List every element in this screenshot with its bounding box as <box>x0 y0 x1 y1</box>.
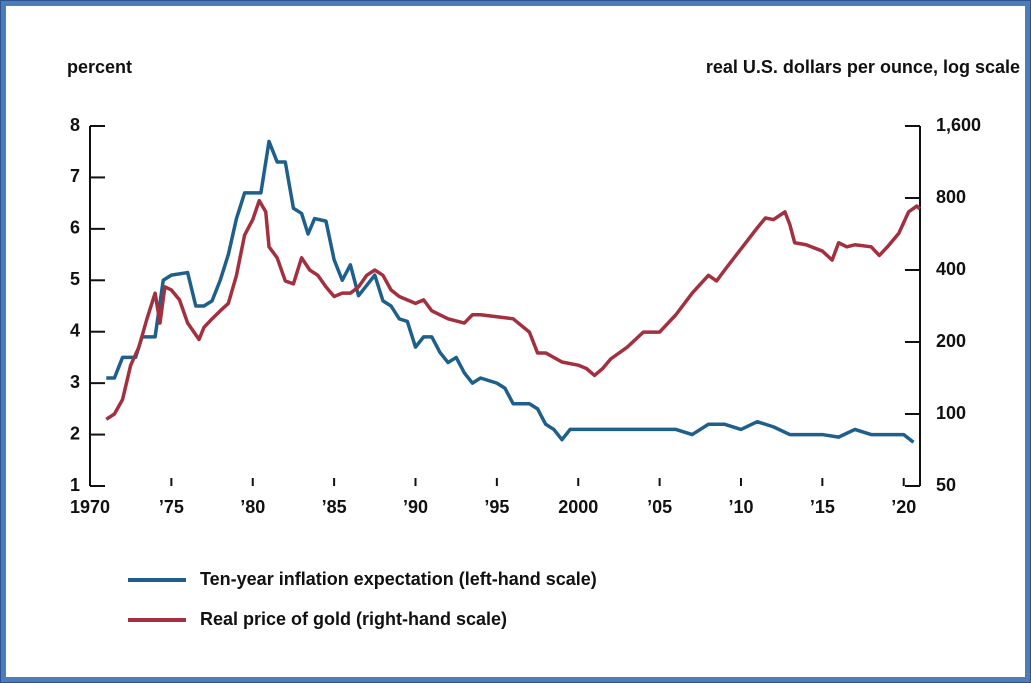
y-tick-label: 5 <box>70 269 80 289</box>
data-line <box>106 139 915 444</box>
y2-tick-label: 1,600 <box>936 115 981 135</box>
y-tick-label: 1 <box>70 475 80 495</box>
x-tick-label: ’05 <box>647 497 672 517</box>
x-tick-label: ’95 <box>484 497 509 517</box>
data-line <box>105 198 922 421</box>
x-tick-label: 2000 <box>558 497 598 517</box>
y2-tick-label: 800 <box>936 187 966 207</box>
x-tick-label: ’20 <box>891 497 916 517</box>
y-tick-label: 7 <box>70 166 80 186</box>
legend-label: Ten-year inflation expectation (left-han… <box>200 569 597 589</box>
x-tick-label: ’10 <box>728 497 753 517</box>
x-tick-label: ’15 <box>810 497 835 517</box>
x-tick-label: ’90 <box>403 497 428 517</box>
y-tick-label: 6 <box>70 218 80 238</box>
y2-tick-label: 100 <box>936 403 966 423</box>
y2-tick-label: 50 <box>936 475 956 495</box>
y-tick-label: 8 <box>70 115 80 135</box>
x-tick-label: ’80 <box>240 497 265 517</box>
x-tick-label: 1970 <box>70 497 110 517</box>
y-tick-label: 3 <box>70 372 80 392</box>
legend-label: Real price of gold (right-hand scale) <box>200 609 507 629</box>
x-tick-label: ’75 <box>159 497 184 517</box>
y-tick-label: 2 <box>70 423 80 443</box>
y2-tick-label: 400 <box>936 259 966 279</box>
y-tick-label: 4 <box>70 320 80 340</box>
y2-axis-title: real U.S. dollars per ounce, log scale <box>706 57 1020 77</box>
x-tick-label: ’85 <box>322 497 347 517</box>
y-axis-title: percent <box>67 57 132 77</box>
y2-tick-label: 200 <box>936 331 966 351</box>
